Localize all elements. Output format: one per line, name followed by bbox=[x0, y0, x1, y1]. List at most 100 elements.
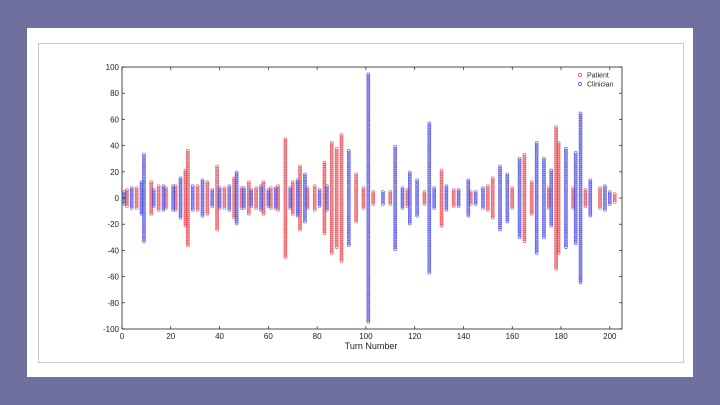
data-point-clinician bbox=[588, 198, 593, 202]
data-point-patient bbox=[246, 188, 251, 192]
data-point-patient bbox=[554, 231, 558, 236]
data-point-clinician bbox=[366, 290, 371, 295]
data-point-clinician bbox=[573, 170, 578, 175]
data-point-clinician bbox=[415, 196, 419, 200]
data-point-clinician bbox=[534, 207, 539, 212]
data-point-patient bbox=[329, 154, 334, 159]
turn-column-patient bbox=[305, 186, 310, 210]
data-point-patient bbox=[149, 207, 154, 212]
data-point-clinician bbox=[444, 202, 449, 206]
data-point-patient bbox=[329, 156, 334, 161]
data-point-clinician bbox=[578, 192, 583, 196]
data-point-clinician bbox=[171, 207, 176, 212]
data-point-clinician bbox=[234, 198, 239, 202]
data-point-clinician bbox=[578, 121, 583, 126]
data-point-patient bbox=[556, 249, 561, 253]
data-point-clinician bbox=[427, 237, 432, 242]
data-point-patient bbox=[468, 196, 473, 200]
data-point-patient bbox=[612, 196, 617, 200]
data-point-clinician bbox=[481, 194, 485, 198]
data-point-clinician bbox=[427, 253, 432, 257]
data-point-clinician bbox=[564, 245, 568, 249]
legend-label-patient: Patient bbox=[587, 73, 609, 80]
data-point-clinician bbox=[393, 221, 398, 226]
data-point-clinician bbox=[517, 205, 522, 210]
data-point-patient bbox=[339, 182, 344, 187]
data-point-clinician bbox=[393, 235, 398, 240]
data-point-clinician bbox=[346, 223, 351, 228]
data-point-patient bbox=[298, 219, 302, 224]
turn-column-clinician bbox=[139, 180, 144, 216]
data-point-clinician bbox=[122, 192, 127, 196]
data-point-clinician bbox=[427, 233, 432, 238]
data-point-clinician bbox=[498, 174, 502, 179]
data-point-clinician bbox=[227, 204, 232, 208]
data-point-patient bbox=[283, 219, 288, 224]
turn-column-patient bbox=[422, 190, 427, 206]
data-point-clinician bbox=[366, 143, 371, 147]
data-point-patient bbox=[405, 192, 410, 196]
data-point-patient bbox=[439, 217, 444, 222]
data-point-patient bbox=[283, 231, 288, 236]
data-point-patient bbox=[422, 202, 427, 206]
data-point-patient bbox=[298, 205, 302, 210]
data-point-patient bbox=[195, 190, 200, 194]
data-point-clinician bbox=[295, 190, 300, 194]
data-point-patient bbox=[246, 184, 251, 189]
data-point-clinician bbox=[427, 266, 432, 271]
data-point-clinician bbox=[578, 131, 583, 136]
data-point-patient bbox=[554, 241, 558, 246]
data-point-clinician bbox=[325, 192, 329, 196]
data-point-patient bbox=[186, 217, 190, 222]
data-point-clinician bbox=[295, 186, 300, 191]
data-point-patient bbox=[186, 196, 190, 200]
data-point-clinician bbox=[259, 184, 263, 189]
data-point-clinician bbox=[427, 204, 432, 208]
data-point-clinician bbox=[366, 123, 371, 128]
data-point-patient bbox=[195, 196, 200, 200]
data-point-clinician bbox=[505, 209, 510, 214]
data-point-clinician bbox=[517, 204, 522, 208]
data-point-patient bbox=[339, 217, 344, 222]
data-point-clinician bbox=[578, 170, 583, 175]
data-point-patient bbox=[329, 192, 334, 196]
data-point-clinician bbox=[325, 186, 329, 191]
data-point-patient bbox=[305, 192, 310, 196]
data-point-patient bbox=[554, 229, 558, 234]
data-point-patient bbox=[298, 227, 302, 232]
data-point-clinician bbox=[142, 217, 146, 222]
data-point-clinician bbox=[317, 200, 322, 204]
data-point-patient bbox=[329, 247, 334, 251]
data-point-clinician bbox=[427, 154, 432, 159]
data-point-patient bbox=[334, 217, 339, 222]
data-point-patient bbox=[522, 219, 527, 224]
data-point-patient bbox=[339, 257, 344, 261]
data-point-clinician bbox=[366, 268, 371, 273]
data-point-clinician bbox=[542, 170, 546, 175]
data-point-patient bbox=[329, 196, 334, 200]
data-point-patient bbox=[329, 202, 334, 206]
data-point-patient bbox=[522, 217, 527, 222]
data-point-clinician bbox=[366, 119, 371, 124]
data-point-clinician bbox=[542, 162, 546, 167]
data-point-patient bbox=[556, 150, 561, 155]
data-point-clinician bbox=[366, 188, 371, 192]
y-tick-label: 0 bbox=[115, 194, 120, 203]
data-point-clinician bbox=[407, 192, 412, 196]
data-point-patient bbox=[522, 235, 527, 240]
data-point-clinician bbox=[505, 219, 510, 224]
data-point-patient bbox=[329, 227, 334, 232]
data-point-clinician bbox=[573, 227, 578, 232]
data-point-clinician bbox=[393, 202, 398, 206]
data-point-patient bbox=[283, 162, 288, 167]
data-point-patient bbox=[283, 237, 288, 242]
data-point-clinician bbox=[366, 76, 371, 80]
data-point-patient bbox=[195, 205, 200, 210]
data-point-clinician bbox=[505, 207, 510, 212]
data-point-clinician bbox=[217, 188, 222, 192]
data-point-clinician bbox=[234, 188, 239, 192]
data-point-patient bbox=[329, 148, 334, 153]
data-point-patient bbox=[451, 196, 456, 200]
data-point-clinician bbox=[303, 180, 307, 185]
data-point-clinician bbox=[607, 202, 612, 206]
